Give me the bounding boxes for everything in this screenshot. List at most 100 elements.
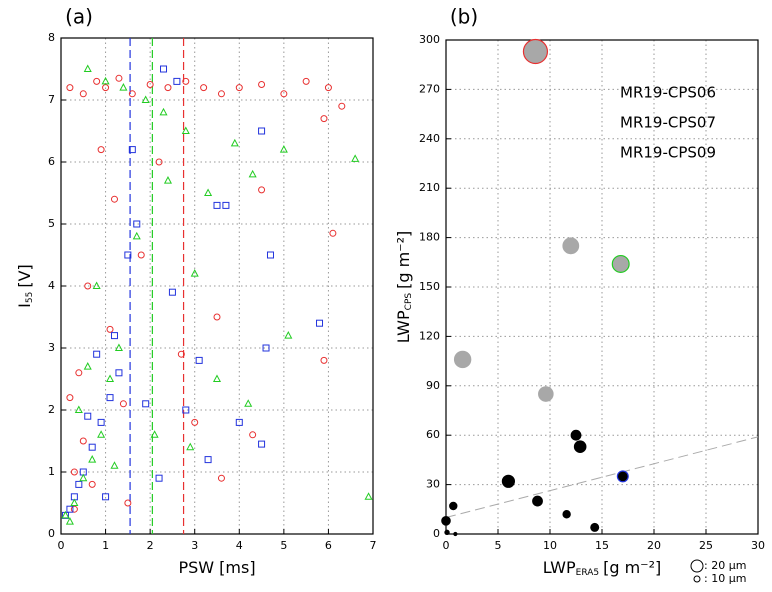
y-tick-label: 300 [419, 33, 440, 46]
data-point [97, 418, 105, 426]
data-point [75, 369, 83, 377]
bubble [441, 516, 451, 526]
data-point [258, 127, 266, 135]
y-tick-label: 4 [48, 279, 55, 292]
data-point [79, 90, 87, 98]
data-point [66, 394, 74, 402]
data-point [338, 102, 346, 110]
data-point [61, 510, 70, 519]
data-point [133, 220, 141, 228]
x-tick-label: 1 [102, 539, 109, 552]
data-point [190, 269, 199, 277]
label-part: [g m⁻²] [394, 231, 413, 289]
data-point [160, 65, 168, 73]
label-part: [g m⁻²] [603, 558, 661, 577]
x-tick-label: 4 [236, 539, 243, 552]
data-point [244, 399, 253, 407]
bubble [453, 531, 458, 537]
x-tick-label: 25 [699, 539, 713, 552]
y-tick-label: 7 [48, 93, 55, 106]
data-point [155, 158, 163, 166]
data-point [173, 77, 181, 85]
legend-entry: MR19-CPS09 [620, 144, 716, 162]
x-tick-label: 15 [595, 539, 609, 552]
data-point [249, 431, 257, 439]
data-point [195, 356, 203, 364]
plot-frame [60, 37, 374, 535]
y-tick-label: 5 [48, 217, 55, 230]
data-point [191, 418, 199, 426]
data-point [137, 251, 145, 259]
bubble [449, 501, 458, 511]
data-point [132, 231, 141, 240]
x-tick-label: 0 [443, 539, 450, 552]
data-point [217, 474, 225, 482]
data-point [93, 77, 101, 85]
data-point [75, 480, 83, 488]
data-point [284, 331, 293, 339]
data-point [110, 461, 119, 469]
size-legend-label: : 10 μm [704, 572, 746, 585]
data-point [70, 468, 78, 476]
x-tick-label: 3 [191, 539, 198, 552]
y-tick-label: 0 [48, 527, 55, 540]
bubble [538, 386, 554, 402]
x-axis-label: LWPERA5 [g m⁻²] [543, 558, 662, 578]
data-point [150, 430, 159, 438]
y-tick-label: 90 [426, 379, 440, 392]
data-point [110, 195, 118, 203]
panel-title: (a) [65, 5, 93, 29]
data-point [97, 146, 105, 154]
label-part: [V] [15, 264, 34, 287]
data-point [114, 343, 123, 351]
y-tick-label: 60 [426, 428, 440, 441]
data-point [200, 84, 208, 92]
label-part: CPS [404, 293, 414, 311]
legend-entry: MR19-CPS07 [620, 114, 716, 132]
data-point [65, 517, 74, 525]
data-point [324, 84, 332, 92]
y-tick-label: 30 [426, 478, 440, 491]
data-point [84, 412, 92, 420]
data-point [83, 362, 92, 370]
data-point [248, 169, 257, 178]
data-point [115, 369, 123, 377]
data-point [230, 138, 239, 147]
x-tick-label: 10 [543, 539, 557, 552]
data-point [280, 90, 288, 98]
bubble [522, 38, 549, 65]
label-part: 55 [25, 292, 35, 303]
data-point [146, 81, 154, 88]
data-point [106, 325, 114, 333]
data-point [66, 84, 74, 92]
data-point [79, 437, 87, 445]
data-point [142, 400, 150, 408]
fit-line [445, 436, 759, 519]
x-tick-label: 6 [325, 539, 332, 552]
data-point [88, 455, 97, 463]
size-legend-marker [690, 559, 704, 573]
data-point [212, 374, 222, 382]
y-tick-label: 120 [419, 329, 440, 342]
data-point [222, 201, 230, 209]
data-point [164, 84, 172, 92]
data-point [93, 350, 101, 358]
data-point [217, 90, 225, 98]
data-point [316, 319, 324, 327]
y-tick-label: 6 [48, 155, 55, 168]
data-point [102, 84, 110, 92]
data-point [266, 251, 274, 259]
y-axis-label: LWPCPS [g m⁻²] [394, 231, 414, 344]
size-legend-label: : 20 μm [704, 559, 746, 572]
bubble [532, 495, 543, 507]
data-point [302, 77, 310, 85]
data-point [102, 493, 110, 501]
data-point [159, 107, 168, 116]
data-point [128, 90, 136, 98]
data-point [83, 64, 92, 72]
y-tick-label: 240 [419, 132, 440, 145]
label-part: LWP [394, 310, 413, 343]
label-part: ERA5 [576, 568, 599, 578]
bubble [570, 429, 582, 441]
data-point [92, 281, 101, 289]
